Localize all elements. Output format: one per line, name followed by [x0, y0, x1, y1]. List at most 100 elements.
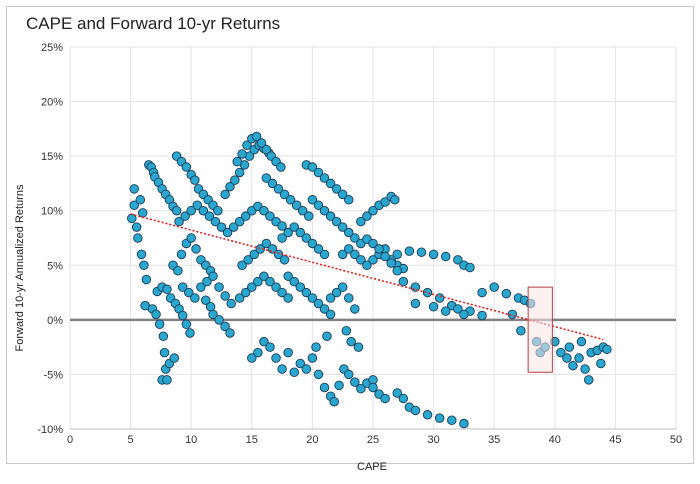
data-point — [368, 255, 378, 265]
data-point — [255, 244, 266, 254]
data-point — [295, 282, 306, 292]
data-point — [453, 304, 463, 314]
data-point — [271, 282, 281, 292]
data-point — [344, 227, 354, 238]
data-point — [322, 331, 332, 341]
data-point — [344, 369, 354, 380]
data-point — [353, 342, 364, 352]
data-point — [404, 246, 415, 256]
data-point — [256, 138, 267, 148]
data-point — [362, 211, 372, 221]
y-tick-label: 20% — [41, 97, 63, 109]
data-point — [177, 310, 188, 321]
data-point — [313, 244, 324, 254]
data-point — [180, 211, 190, 221]
data-point — [247, 282, 257, 292]
data-point — [477, 287, 487, 298]
data-point — [289, 367, 299, 377]
y-tick-label: 5% — [47, 260, 63, 272]
data-point — [139, 260, 149, 271]
data-point — [301, 233, 312, 243]
data-point — [129, 200, 139, 211]
data-point — [232, 156, 243, 167]
data-point — [313, 369, 324, 380]
data-point — [200, 295, 211, 305]
data-point — [368, 205, 378, 216]
data-point — [380, 393, 390, 404]
data-point — [380, 197, 390, 207]
data-point — [234, 216, 245, 227]
x-tick-label: 45 — [609, 434, 621, 446]
data-point — [350, 304, 360, 314]
y-axis-ticks: 25% 20% 15% 10% 5% 0% -5% -10% — [37, 42, 63, 436]
data-point — [210, 216, 221, 227]
data-point — [440, 306, 451, 316]
data-point — [313, 200, 324, 211]
data-point — [319, 173, 330, 183]
data-point — [265, 211, 275, 221]
data-point — [228, 222, 239, 232]
data-point — [410, 298, 421, 309]
data-point — [392, 249, 402, 260]
data-point — [319, 382, 330, 393]
data-point — [289, 276, 299, 287]
data-point — [277, 233, 287, 243]
data-point — [564, 342, 575, 352]
data-point — [259, 271, 269, 281]
data-point — [295, 227, 306, 238]
data-point — [205, 302, 216, 312]
data-point — [574, 353, 584, 363]
data-point — [151, 309, 161, 320]
data-point — [271, 353, 281, 363]
data-point — [162, 375, 172, 385]
data-point — [253, 276, 263, 287]
data-point — [214, 315, 224, 325]
data-point — [434, 413, 445, 423]
data-point — [202, 276, 212, 287]
data-point — [265, 276, 275, 287]
data-point — [135, 195, 146, 205]
data-point — [465, 262, 475, 273]
data-point — [173, 265, 183, 276]
data-point — [428, 302, 439, 312]
data-point — [208, 271, 218, 281]
data-point — [176, 249, 187, 260]
data-point — [440, 251, 451, 262]
data-points — [127, 131, 612, 429]
data-point — [267, 178, 278, 189]
data-point — [301, 364, 312, 374]
data-point — [196, 282, 206, 292]
data-point — [325, 178, 336, 189]
data-point — [237, 149, 247, 159]
data-point — [181, 162, 192, 172]
data-point — [247, 353, 257, 363]
data-point — [216, 222, 227, 232]
data-point — [240, 211, 251, 221]
y-tick-label: 25% — [41, 42, 63, 54]
data-point — [319, 304, 330, 314]
data-point — [447, 415, 457, 426]
data-point — [213, 205, 223, 216]
x-tick-label: 40 — [549, 434, 561, 446]
x-tick-label: 15 — [246, 434, 258, 446]
data-point — [220, 291, 230, 301]
data-point — [319, 249, 330, 260]
x-tick-label: 50 — [670, 434, 682, 446]
data-point — [337, 282, 348, 292]
x-axis-label: CAPE — [357, 461, 387, 473]
data-point — [214, 282, 224, 292]
data-point — [556, 347, 566, 358]
data-point — [416, 247, 427, 257]
y-tick-label: -5% — [43, 369, 63, 381]
data-point — [341, 326, 352, 336]
x-tick-label: 10 — [185, 434, 197, 446]
data-point — [459, 309, 469, 320]
data-point — [136, 249, 147, 260]
y-tick-label: -10% — [37, 424, 63, 436]
data-point — [240, 287, 251, 298]
x-tick-label: 20 — [306, 434, 318, 446]
data-point — [422, 287, 433, 298]
data-point — [261, 238, 272, 249]
data-point — [516, 326, 526, 336]
